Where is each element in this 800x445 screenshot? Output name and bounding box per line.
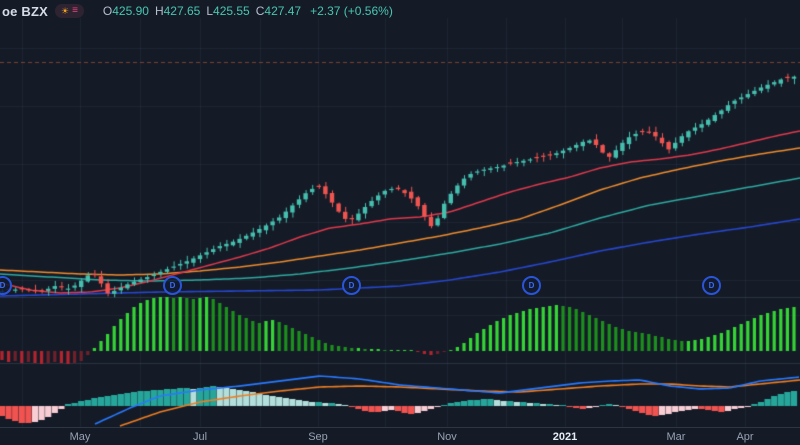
dividend-marker[interactable]: D — [0, 276, 12, 295]
high-value: 427.65 — [163, 4, 201, 18]
ideas-icon: ≡ — [72, 5, 78, 16]
chart-status-badge[interactable]: ☀ ≡ — [54, 4, 84, 18]
symbol-exchange-label: oe BZX — [2, 3, 48, 19]
time-axis[interactable]: May Jul Sep Nov 2021 Mar Apr — [0, 427, 800, 445]
dividend-marker[interactable]: D — [702, 276, 721, 295]
time-axis-label: Sep — [308, 431, 328, 443]
open-label: O — [102, 4, 113, 18]
change-value: +2.37 (+0.56%) — [310, 4, 393, 18]
time-axis-label: May — [69, 431, 91, 443]
time-axis-label: Jul — [192, 431, 208, 443]
sun-icon: ☀ — [60, 5, 70, 16]
chart-legend[interactable]: oe BZX ☀ ≡ O425.90 H427.65 L425.55 C427.… — [2, 3, 393, 19]
open-value: 425.90 — [112, 4, 149, 18]
dividend-marker[interactable]: D — [342, 276, 361, 295]
ohlc-readout: O425.90 H427.65 L425.55 C427.47 — [103, 4, 301, 18]
time-axis-label: Apr — [736, 431, 754, 443]
dividend-marker[interactable]: D — [522, 276, 541, 295]
high-label: H — [154, 4, 164, 18]
close-label: C — [255, 4, 265, 18]
low-value: 425.55 — [213, 4, 250, 18]
time-axis-label: Mar — [666, 431, 686, 443]
close-value: 427.47 — [264, 4, 302, 18]
dividend-marker[interactable]: D — [163, 276, 182, 295]
time-axis-label: 2021 — [552, 431, 578, 443]
time-axis-label: Nov — [437, 431, 457, 443]
low-label: L — [206, 4, 214, 18]
